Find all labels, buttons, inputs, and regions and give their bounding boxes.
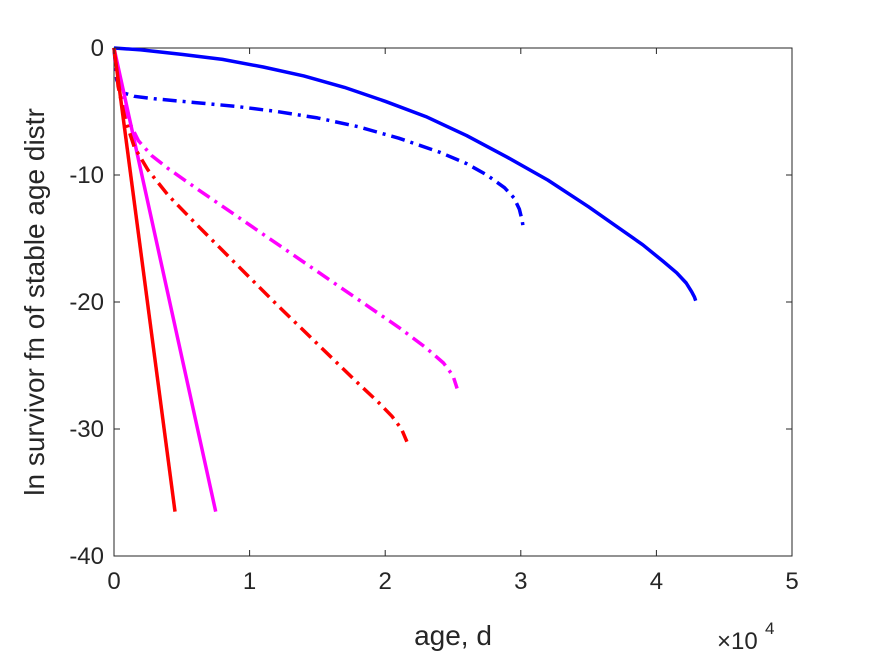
plot-area: [113, 47, 793, 557]
series-line-4: [112, 47, 459, 389]
y-tick-label: -20: [69, 289, 104, 316]
x-tick-label: 1: [243, 568, 256, 595]
x-exponent-power: 4: [765, 619, 774, 638]
x-tick-label: 5: [785, 568, 798, 595]
series-layer: [112, 46, 698, 512]
series-line-6: [112, 47, 409, 443]
y-tick-label: -10: [69, 162, 104, 189]
series-line-1: [113, 46, 698, 302]
y-tick-label: 0: [91, 35, 104, 62]
tick-layer: 0 1 2 3 4 5 0 -10 -20 -30 -40: [69, 35, 798, 595]
series-line-5: [112, 47, 177, 512]
x-exponent-base: ×10: [717, 628, 758, 655]
y-tick-label: -40: [69, 543, 104, 570]
x-tick-label: 0: [107, 568, 120, 595]
x-tick-label: 2: [379, 568, 392, 595]
x-axis-label: age, d: [414, 620, 492, 651]
y-axis-label: ln survivor fn of stable age distr: [19, 108, 50, 496]
series-line-2: [112, 47, 526, 230]
y-tick-label: -30: [69, 416, 104, 443]
x-tick-label: 4: [650, 568, 663, 595]
x-tick-label: 3: [514, 568, 527, 595]
x-axis-exponent: ×10 4: [717, 619, 774, 655]
